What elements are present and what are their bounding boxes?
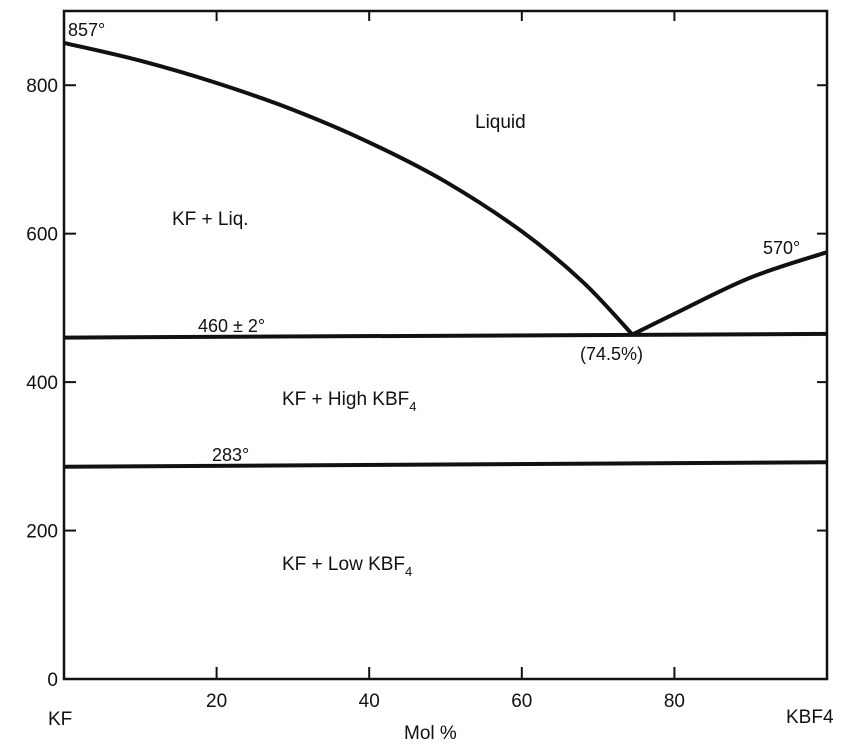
annotation-eutectic-temp: 460 ± 2°	[198, 316, 265, 336]
transition-line	[63, 460, 828, 469]
annotation-transition-temp: 283°	[212, 445, 249, 465]
liquidus-kf-side	[63, 40, 634, 336]
x-axis-ticks: 20 40 60 80	[206, 11, 685, 712]
x-axis-title: Mol %	[404, 723, 457, 744]
plot-frame	[62, 9, 829, 681]
x-tick-label-20: 20	[206, 691, 227, 712]
y-tick-label-400: 400	[26, 373, 58, 394]
x-tick-label-60: 60	[511, 691, 532, 712]
x-end-label-kbf4: KBF4	[786, 707, 834, 728]
region-kf-high-kbf4: KF + High KBF4	[282, 389, 416, 414]
y-tick-label-0: 0	[47, 670, 58, 691]
y-axis-ticks: 0 200 400 600 800	[26, 76, 827, 691]
liquidus-kbf4-side	[631, 250, 828, 337]
annotation-eutectic-composition: (74.5%)	[580, 344, 643, 364]
y-tick-label-800: 800	[26, 76, 58, 97]
annotation-kf-melting: 857°	[68, 20, 105, 40]
phase-boundaries	[63, 40, 828, 469]
region-liquid: Liquid	[475, 112, 526, 133]
region-kf-low-kbf4: KF + Low KBF4	[282, 554, 412, 579]
region-kf-liq: KF + Liq.	[172, 209, 249, 230]
annotation-kbf4-melting: 570°	[763, 238, 800, 258]
eutectic-line	[63, 331, 828, 340]
y-tick-label-600: 600	[26, 225, 58, 246]
y-tick-label-200: 200	[26, 522, 58, 543]
x-end-label-kf: KF	[48, 709, 72, 730]
x-tick-label-40: 40	[359, 691, 380, 712]
x-tick-label-80: 80	[664, 691, 685, 712]
